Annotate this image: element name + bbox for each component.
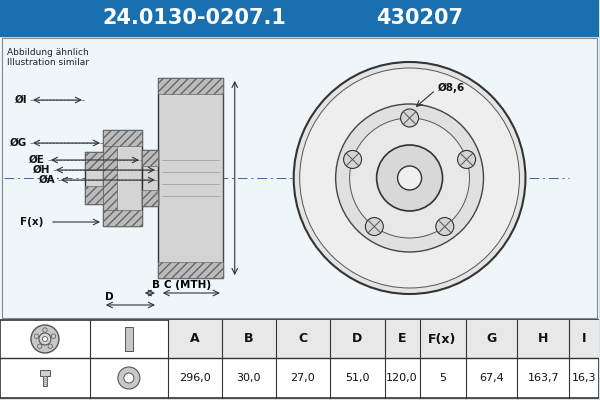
Bar xyxy=(2,38,598,318)
Circle shape xyxy=(37,344,42,348)
Circle shape xyxy=(124,373,134,383)
Circle shape xyxy=(43,336,47,342)
Bar xyxy=(85,152,103,170)
Circle shape xyxy=(34,334,38,338)
Text: Abbildung ähnlich: Abbildung ähnlich xyxy=(7,48,89,57)
Text: F(x): F(x) xyxy=(428,332,457,346)
Text: A: A xyxy=(190,332,200,346)
Text: 120,0: 120,0 xyxy=(386,373,418,383)
Text: I: I xyxy=(582,332,587,346)
Text: F(x): F(x) xyxy=(20,217,43,227)
Bar xyxy=(40,370,50,376)
Text: H: H xyxy=(538,332,548,346)
Text: E: E xyxy=(398,332,406,346)
Circle shape xyxy=(436,218,454,236)
Text: ØG: ØG xyxy=(10,138,27,148)
Bar xyxy=(103,130,142,146)
Circle shape xyxy=(52,334,56,338)
Bar xyxy=(0,320,599,398)
Text: 163,7: 163,7 xyxy=(527,373,559,383)
Circle shape xyxy=(377,145,443,211)
Text: C: C xyxy=(298,332,307,346)
Bar xyxy=(85,152,103,204)
Bar xyxy=(103,130,142,226)
Text: 67,4: 67,4 xyxy=(479,373,504,383)
Bar xyxy=(158,78,223,278)
Bar xyxy=(142,190,158,206)
Text: D: D xyxy=(105,292,113,302)
Circle shape xyxy=(350,118,470,238)
Text: 430207: 430207 xyxy=(376,8,463,28)
Bar xyxy=(0,36,599,320)
Bar xyxy=(0,0,599,36)
Bar xyxy=(43,376,47,386)
Circle shape xyxy=(458,150,476,168)
Circle shape xyxy=(43,328,47,332)
Bar xyxy=(158,78,223,94)
Text: Illustration similar: Illustration similar xyxy=(7,58,89,67)
Text: B: B xyxy=(244,332,253,346)
Circle shape xyxy=(365,218,383,236)
Text: ØH: ØH xyxy=(32,165,50,175)
Bar xyxy=(168,320,599,358)
Text: ØE: ØE xyxy=(29,155,45,165)
Circle shape xyxy=(293,62,526,294)
Bar xyxy=(85,186,103,204)
Circle shape xyxy=(335,104,484,252)
Circle shape xyxy=(48,344,52,348)
Bar xyxy=(158,262,223,278)
Circle shape xyxy=(39,333,51,345)
Bar xyxy=(142,150,158,206)
Circle shape xyxy=(31,325,59,353)
Circle shape xyxy=(401,109,419,127)
Bar xyxy=(142,150,158,166)
Text: ØI: ØI xyxy=(14,95,27,105)
Circle shape xyxy=(398,166,422,190)
Text: D: D xyxy=(352,332,362,346)
Circle shape xyxy=(118,367,140,389)
Text: G: G xyxy=(487,332,497,346)
Text: ØA: ØA xyxy=(38,175,55,185)
Circle shape xyxy=(299,68,520,288)
Text: C (MTH): C (MTH) xyxy=(164,280,211,290)
Text: 51,0: 51,0 xyxy=(345,373,370,383)
Text: ®: ® xyxy=(421,226,439,244)
Text: 5: 5 xyxy=(439,373,446,383)
Text: 27,0: 27,0 xyxy=(290,373,315,383)
Text: B: B xyxy=(152,280,160,290)
Text: 16,3: 16,3 xyxy=(572,373,596,383)
Text: 296,0: 296,0 xyxy=(179,373,211,383)
Bar xyxy=(125,327,133,351)
Text: Ø8,6: Ø8,6 xyxy=(437,83,465,93)
Text: Ate: Ate xyxy=(361,199,438,241)
Text: 24.0130-0207.1: 24.0130-0207.1 xyxy=(103,8,287,28)
Bar xyxy=(103,146,117,210)
Bar xyxy=(103,210,142,226)
Text: 30,0: 30,0 xyxy=(236,373,261,383)
Circle shape xyxy=(344,150,362,168)
